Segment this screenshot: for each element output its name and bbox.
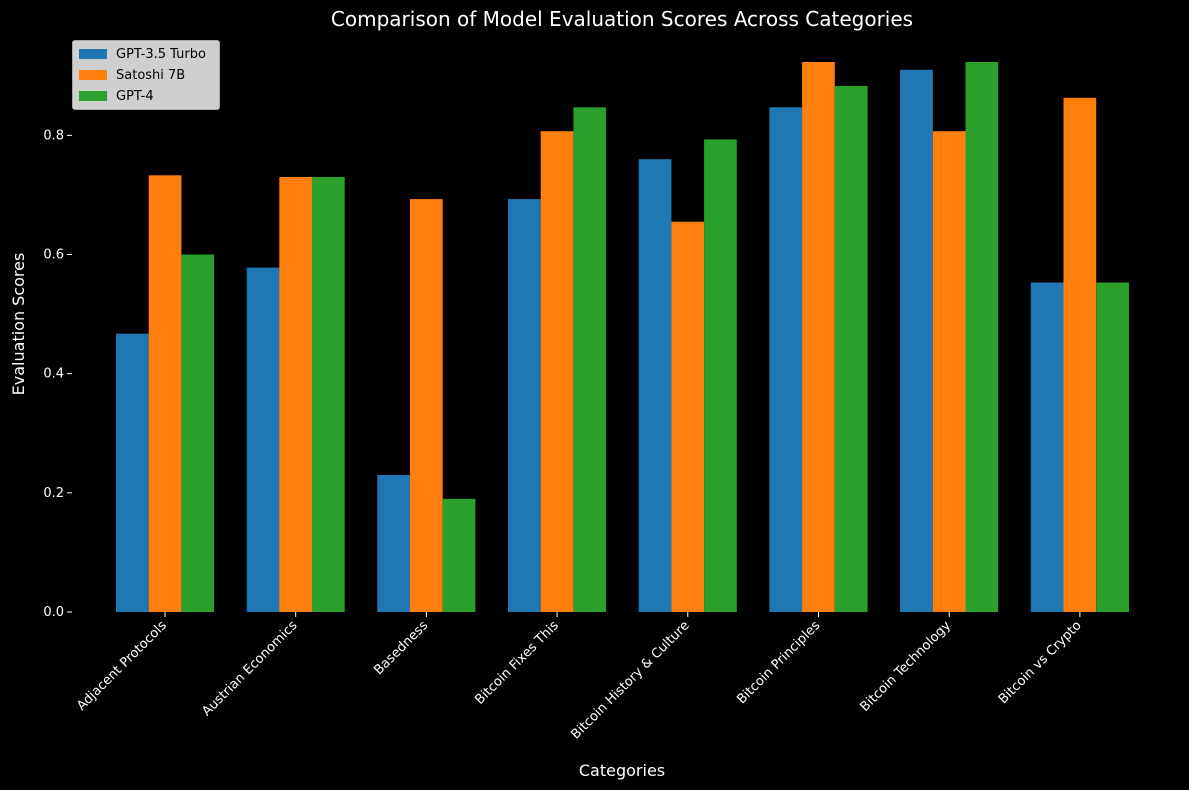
legend-swatch-satoshi bbox=[79, 70, 107, 80]
bar-s1-c4 bbox=[671, 221, 705, 612]
legend-item-gpt4: GPT-4 bbox=[79, 87, 154, 105]
x-axis-label: Categories bbox=[579, 761, 665, 780]
legend-item-satoshi: Satoshi 7B bbox=[79, 66, 185, 84]
chart-title: Comparison of Model Evaluation Scores Ac… bbox=[331, 7, 913, 31]
x-tick-label: Adjacent Protocols bbox=[74, 618, 170, 714]
y-tick-label: 0.8 bbox=[43, 128, 64, 143]
bar-s0-c0 bbox=[116, 333, 149, 612]
bar-s1-c3 bbox=[540, 131, 574, 612]
bar-s0-c3 bbox=[508, 199, 541, 612]
bar-s1-c2 bbox=[410, 199, 443, 612]
bar-s1-c6 bbox=[932, 131, 966, 612]
y-axis: 0.0 0.2 0.4 0.6 0.8 bbox=[43, 128, 72, 620]
legend-swatch-gpt4 bbox=[79, 91, 107, 101]
legend-label-gpt4: GPT-4 bbox=[116, 88, 154, 104]
y-tick-label: 0.0 bbox=[43, 605, 64, 620]
bar-s2-c5 bbox=[834, 85, 868, 612]
bar-s1-c5 bbox=[802, 62, 835, 612]
bar-s0-c6 bbox=[900, 69, 933, 613]
x-tick-label: Bitcoin History & Culture bbox=[568, 618, 692, 742]
bar-s2-c7 bbox=[1096, 282, 1129, 612]
bar-s1-c0 bbox=[148, 175, 182, 613]
legend-label-gpt35: GPT-3.5 Turbo bbox=[116, 46, 206, 62]
legend-swatch-gpt35 bbox=[79, 49, 107, 59]
x-tick-label: Austrian Economics bbox=[199, 618, 300, 719]
x-tick-label: Basedness bbox=[371, 618, 431, 678]
x-tick-label: Bitcoin Technology bbox=[857, 618, 954, 715]
bar-s2-c1 bbox=[312, 177, 345, 612]
y-tick-label: 0.6 bbox=[43, 248, 64, 263]
bar-s2-c4 bbox=[704, 139, 737, 612]
bar-s2-c6 bbox=[965, 62, 999, 612]
bar-s0-c7 bbox=[1030, 282, 1064, 612]
bar-s1-c7 bbox=[1063, 97, 1097, 613]
legend: GPT-3.5 Turbo Satoshi 7B GPT-4 bbox=[72, 40, 220, 110]
bar-s0-c5 bbox=[769, 107, 803, 613]
legend-label-satoshi: Satoshi 7B bbox=[116, 67, 186, 83]
bar-s1-c1 bbox=[279, 177, 312, 612]
bars-group bbox=[116, 62, 1129, 613]
x-tick-label: Bitcoin Fixes This bbox=[472, 618, 562, 708]
legend-item-gpt35: GPT-3.5 Turbo bbox=[79, 45, 206, 63]
y-axis-label: Evaluation Scores bbox=[9, 253, 28, 396]
bar-s2-c0 bbox=[181, 254, 214, 612]
x-axis: Adjacent Protocols Austrian Economics Base… bbox=[74, 612, 1085, 742]
y-tick-label: 0.2 bbox=[43, 486, 64, 501]
bar-s0-c2 bbox=[377, 475, 410, 612]
bar-s2-c3 bbox=[573, 107, 607, 613]
x-tick-label: Bitcoin vs Crypto bbox=[996, 618, 1085, 707]
bar-s0-c4 bbox=[638, 159, 672, 612]
bar-s0-c1 bbox=[246, 267, 280, 612]
y-tick-label: 0.4 bbox=[43, 367, 64, 382]
bar-s2-c2 bbox=[442, 498, 476, 612]
x-tick-label: Bitcoin Principles bbox=[734, 618, 823, 707]
